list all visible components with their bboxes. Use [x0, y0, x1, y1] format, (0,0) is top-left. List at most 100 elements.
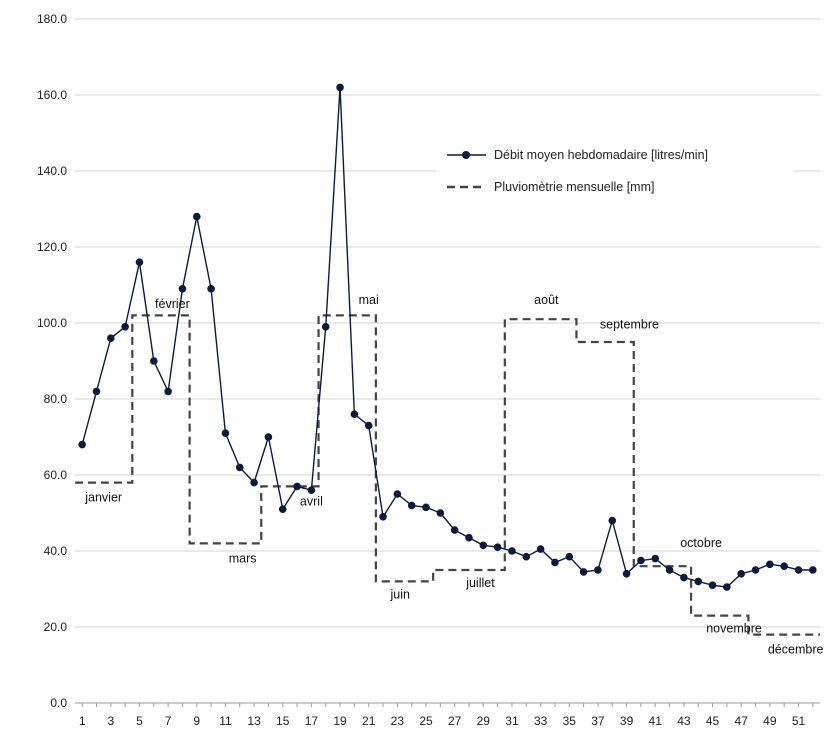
month-label: mai	[359, 293, 379, 307]
legend-marker-flow	[462, 151, 470, 159]
x-tick-label: 41	[649, 714, 663, 728]
x-tick-label: 13	[247, 714, 261, 728]
x-tick-label: 7	[165, 714, 172, 728]
series-line-rainfall	[75, 314, 820, 636]
data-point-flow	[780, 562, 788, 570]
x-tick-label: 25	[419, 714, 433, 728]
y-tick-label: 20.0	[44, 620, 68, 634]
y-tick-label: 0.0	[50, 696, 67, 710]
month-label: avril	[300, 494, 323, 508]
data-point-flow	[565, 552, 574, 561]
data-point-flow	[551, 558, 559, 567]
x-tick-label: 11	[219, 714, 232, 728]
x-tick-label: 51	[792, 714, 806, 728]
data-point-flow	[393, 490, 402, 498]
x-tick-label: 23	[391, 714, 405, 728]
data-point-flow	[107, 334, 115, 343]
data-point-flow	[508, 547, 516, 555]
month-label: janvier	[84, 491, 122, 505]
data-point-flow	[665, 566, 674, 574]
data-point-flow	[536, 545, 545, 553]
data-point-flow	[135, 258, 144, 267]
data-point-flow	[350, 410, 359, 419]
x-tick-label: 1	[79, 714, 86, 728]
data-point-flow	[450, 526, 459, 534]
data-point-flow	[579, 568, 588, 576]
data-point-flow	[250, 478, 258, 487]
data-point-flow	[608, 516, 617, 525]
data-point-flow	[307, 486, 316, 495]
x-tick-label: 27	[448, 714, 462, 728]
data-point-flow	[637, 556, 645, 565]
data-point-flow	[436, 509, 445, 517]
data-point-flow	[708, 581, 717, 589]
data-point-flow	[422, 503, 430, 512]
month-label: octobre	[680, 536, 722, 550]
data-point-flow	[694, 577, 703, 586]
month-label: novembre	[706, 622, 762, 636]
x-tick-label: 33	[534, 714, 548, 728]
annotations: janvier février mars avril mai juin juillet aoû…	[84, 293, 823, 657]
data-point-flow	[493, 543, 502, 551]
legend-label-rain: Pluviomètrie mensuelle [mm]	[494, 180, 654, 194]
x-axis-ticks: 1 3 5 7 9 11 13 15 17 19 21 23 25 27 29 31 33 35 37 39 41 43 4…	[79, 703, 814, 728]
legend: Débit moyen hebdomadaire [litres/min] Pl…	[436, 140, 794, 206]
data-point-flow	[221, 429, 230, 438]
data-point-flow	[794, 566, 803, 574]
x-tick-label: 21	[362, 714, 376, 728]
data-point-flow	[178, 285, 187, 293]
legend-box	[436, 140, 794, 206]
data-point-flow	[766, 560, 774, 569]
x-tick-label: 47	[735, 714, 749, 728]
series-layer	[75, 83, 820, 636]
data-point-flow	[680, 573, 688, 582]
x-tick-label: 45	[706, 714, 720, 728]
gridlines	[75, 18, 820, 704]
y-tick-label: 80.0	[44, 392, 68, 406]
data-point-flow	[235, 463, 244, 472]
data-point-flow	[651, 554, 660, 563]
y-tick-label: 160.0	[37, 88, 67, 102]
data-point-flow	[78, 440, 86, 449]
data-point-flow	[737, 570, 746, 578]
month-label: mars	[229, 551, 257, 565]
data-point-flow	[278, 505, 287, 513]
y-tick-label: 140.0	[37, 164, 67, 178]
data-point-flow	[522, 552, 531, 561]
data-point-flow	[121, 323, 129, 331]
x-tick-label: 5	[136, 714, 143, 728]
data-point-flow	[809, 566, 817, 574]
data-point-flow	[379, 513, 387, 521]
y-tick-label: 60.0	[44, 468, 68, 482]
x-tick-label: 43	[677, 714, 691, 728]
x-tick-label: 3	[107, 714, 114, 728]
data-point-flow	[479, 541, 488, 550]
data-point-flow	[622, 570, 631, 578]
data-point-flow	[264, 433, 273, 441]
data-point-flow	[465, 533, 473, 542]
y-tick-label: 120.0	[37, 240, 67, 254]
y-axis-ticks: 0.0 20.0 40.0 60.0 80.0 100.0 120.0 140.0 160.0 1…	[37, 12, 67, 710]
x-tick-label: 19	[333, 714, 347, 728]
x-tick-label: 15	[276, 714, 290, 728]
data-point-flow	[92, 387, 101, 396]
month-label: février	[155, 297, 190, 311]
x-tick-label: 17	[305, 714, 319, 728]
month-label: juillet	[465, 576, 495, 590]
x-tick-label: 39	[620, 714, 634, 728]
legend-label-flow: Débit moyen hebdomadaire [litres/min]	[494, 148, 708, 162]
x-tick-label: 9	[193, 714, 200, 728]
data-point-flow	[407, 501, 416, 510]
data-point-flow	[293, 482, 301, 491]
month-label: juin	[389, 588, 410, 602]
data-point-flow	[321, 323, 330, 331]
month-label: décembre	[768, 643, 824, 657]
data-point-flow	[723, 583, 731, 591]
x-tick-label: 29	[477, 714, 491, 728]
data-point-flow	[594, 566, 602, 574]
x-tick-label: 31	[505, 714, 519, 728]
y-tick-label: 100.0	[37, 316, 67, 330]
month-label: septembre	[600, 318, 659, 332]
y-tick-label: 180.0	[37, 12, 67, 26]
